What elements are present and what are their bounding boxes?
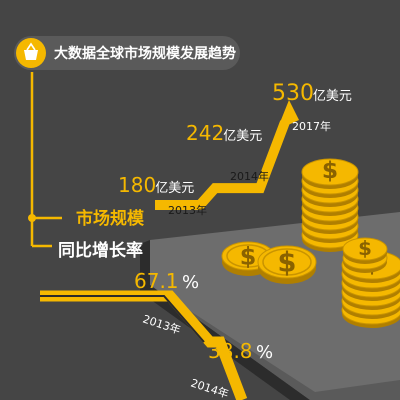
coin-stack-tall: $ <box>301 156 359 252</box>
platform-top <box>150 212 400 400</box>
market-year-label: 2014年 <box>230 169 269 183</box>
market-trend-arrowhead <box>277 100 299 130</box>
growth-year-label: 2014年 <box>189 376 230 400</box>
coin-face <box>342 237 388 261</box>
growth-unit-label: % <box>182 272 199 293</box>
market-value-label: 242 <box>186 121 224 145</box>
market-unit-label: 亿美元 <box>155 181 194 196</box>
dollar-coin-icon: $ <box>240 242 257 270</box>
platform-bottom-shade <box>150 285 400 400</box>
market-trend-ribbon <box>155 120 290 210</box>
market-value-label: 180 <box>118 173 156 197</box>
coin-face <box>257 245 317 279</box>
market-value-label: 530 <box>272 81 314 106</box>
market-year-label: 2013年 <box>168 203 207 217</box>
growth-unit-label: % <box>256 342 273 363</box>
growth-value-label: 38.8 <box>208 339 253 363</box>
coin-rim <box>262 248 312 276</box>
market-unit-label: 亿美元 <box>313 89 352 104</box>
coins: $$$$$ <box>221 156 400 328</box>
market-unit-label: 亿美元 <box>223 129 262 144</box>
coin-face <box>301 158 359 186</box>
market-section-title: 市场规模 <box>76 208 145 229</box>
market-year-label: 2017年 <box>292 119 331 133</box>
dollar-coin-icon: $ <box>278 248 297 279</box>
growth-section-title: 同比增长率 <box>58 240 143 261</box>
basket-icon <box>24 42 38 60</box>
coin-flat-2: $ <box>257 245 317 284</box>
header-title: 大数据全球市场规模发展趋势 <box>54 45 236 62</box>
coin-stack-small: $ <box>342 237 388 273</box>
dollar-coin-icon: $ <box>322 156 338 184</box>
growth-ribbon-edge <box>40 295 205 343</box>
dollar-coin-icon: $ <box>358 237 372 260</box>
header-pill <box>14 36 240 70</box>
growth-value-label: 67.1 <box>134 269 179 293</box>
